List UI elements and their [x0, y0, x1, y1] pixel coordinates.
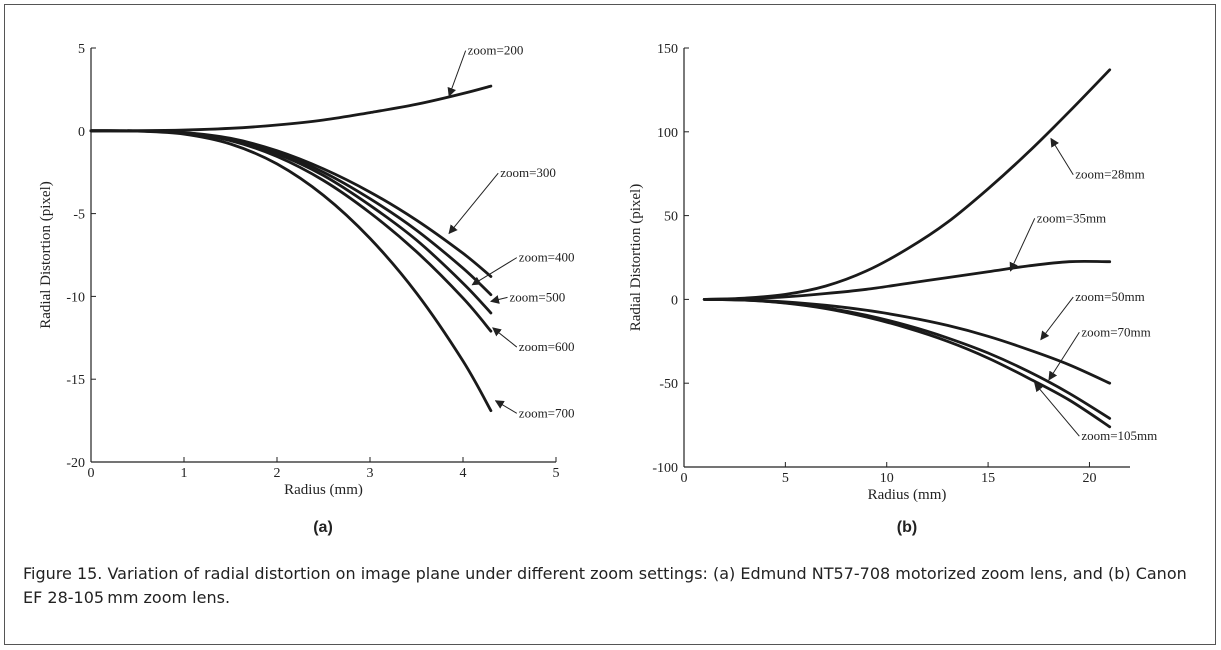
x-tick-label: 3 [367, 466, 374, 481]
series-line [702, 298, 1112, 429]
annotation-label: zoom=50mm [1075, 289, 1144, 304]
x-tick-label: 0 [88, 466, 95, 481]
y-axis-label: Radial Distortion (pixel) [38, 181, 54, 328]
x-tick-label: 2 [274, 466, 281, 481]
annotation-arrow [448, 172, 499, 235]
series-line [702, 298, 1112, 385]
y-axis-label: Radial Distortion (pixel) [628, 184, 644, 331]
chart-a: 0 1 2 3 4 5 5 0 -5 -10 -15 -20 Radius (mm) Radial Dis… [38, 42, 575, 536]
y-tick-label: 150 [657, 42, 678, 57]
series-line [89, 129, 493, 413]
annotation-arrow [1034, 382, 1080, 437]
y-tick-label: 0 [671, 293, 678, 308]
x-tick-label: 10 [880, 471, 894, 486]
annotation-label: zoom=35mm [1037, 210, 1106, 225]
annotation-arrow [1009, 218, 1036, 272]
x-axis-label: Radius (mm) [868, 487, 947, 503]
x-axis-label: Radius (mm) [284, 482, 363, 498]
annotation-label: zoom=28mm [1075, 167, 1144, 182]
annotation-arrow [1040, 296, 1074, 341]
annotation-arrow [1048, 332, 1080, 381]
x-tick-label: 20 [1082, 471, 1096, 486]
y-tick-label: 0 [78, 125, 85, 140]
y-tick-label: -100 [652, 461, 678, 476]
series-line [89, 129, 493, 278]
y-tick-label: -10 [66, 290, 85, 305]
series-line [702, 259, 1112, 301]
annotation-arrow [471, 257, 518, 286]
annotation-arrow [1050, 137, 1074, 175]
y-tick-label: 50 [664, 210, 678, 225]
panel-label: (a) [313, 519, 333, 536]
annotation-arrow [492, 327, 518, 348]
annotation-label: zoom=400 [519, 250, 575, 265]
annotation-arrow [490, 295, 508, 304]
x-tick-label: 5 [782, 471, 789, 486]
annotation-label: zoom=200 [468, 43, 524, 58]
annotation-arrow [447, 50, 467, 97]
figure-frame: 0 1 2 3 4 5 5 0 -5 -10 -15 -20 Radius (mm) Radial Dis… [4, 4, 1216, 645]
annotation-label: zoom=70mm [1081, 324, 1150, 339]
series-line [702, 68, 1112, 301]
x-tick-label: 15 [981, 471, 995, 486]
y-tick-label: -20 [66, 456, 85, 471]
annotation-label: zoom=300 [500, 165, 556, 180]
annotation-label: zoom=600 [519, 339, 575, 354]
panel-label: (b) [897, 519, 917, 536]
series-line [89, 84, 493, 133]
y-tick-label: -15 [66, 373, 85, 388]
y-tick-label: 100 [657, 126, 678, 141]
x-tick-label: 4 [460, 466, 467, 481]
annotation-label: zoom=105mm [1081, 428, 1157, 443]
y-tick-label: 5 [78, 42, 85, 57]
x-tick-label: 1 [181, 466, 188, 481]
x-tick-label: 5 [553, 466, 560, 481]
chart-b: 0 5 10 15 20 150 100 50 0 -50 -100 Radius (mm) Radia… [628, 42, 1157, 536]
annotation-arrow [494, 400, 518, 414]
y-tick-label: -5 [73, 208, 85, 223]
annotation-label: zoom=500 [510, 289, 566, 304]
annotation-label: zoom=700 [519, 405, 575, 420]
figure-caption: Figure 15. Variation of radial distortio… [23, 564, 1187, 607]
y-tick-label: -50 [659, 377, 678, 392]
x-tick-label: 0 [681, 471, 688, 486]
